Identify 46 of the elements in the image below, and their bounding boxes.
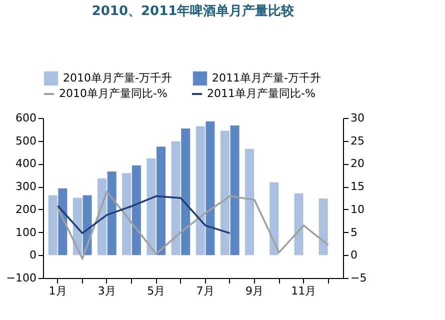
x-tick-label: 5月 [147,284,166,298]
bar [318,198,328,256]
bar [181,128,190,256]
line-series [56,190,330,260]
chart-title: 2010、2011年啤酒单月产量比较 [92,3,296,19]
y-tick-label: 400 [16,157,36,170]
y-tick-label: 500 [16,134,36,148]
y-tick-label: 200 [16,202,36,216]
y2-tick-label: 20 [350,157,364,170]
y2-tick-label: 0 [350,248,358,262]
bar [98,178,107,256]
bar [156,146,166,256]
x-tick-label: 3月 [98,284,116,298]
x-tick-label: 11月 [291,284,316,298]
bar [220,130,230,256]
bar [230,126,240,256]
y-tick-label: 300 [16,180,36,194]
bar [294,193,304,256]
x-tick-label: 7月 [196,284,214,298]
y-tick-label: 0 [30,248,36,262]
bar [171,141,180,256]
legend-label: 2010单月产量-万千升 [63,71,172,84]
legend-label: 2010单月产量同比-% [59,87,168,100]
y-tick-label: 600 [16,112,36,124]
legend-label: 2011单月产量同比-% [207,87,316,100]
bar [122,173,132,256]
line-series [56,195,231,234]
y2-tick-label: 10 [350,202,364,216]
bar [146,158,156,256]
y2-tick-label: 30 [350,112,364,124]
legend-label: 2011单月产量-万千升 [212,71,321,84]
y-tick-label: 100 [16,226,36,239]
bar [270,182,279,256]
y-tick-label: −100 [6,272,36,284]
bar [48,195,58,256]
y2-tick-label: 5 [350,226,358,239]
bar [245,148,254,256]
bar [196,126,205,256]
x-tick-label: 1月 [48,284,67,298]
bar [206,121,215,256]
bar [132,165,141,256]
y2-tick-label: 15 [350,180,364,194]
y2-tick-label: 25 [350,134,364,148]
x-tick-label: 9月 [245,284,264,298]
bar [107,171,116,256]
y2-tick-label: −5 [350,272,367,284]
